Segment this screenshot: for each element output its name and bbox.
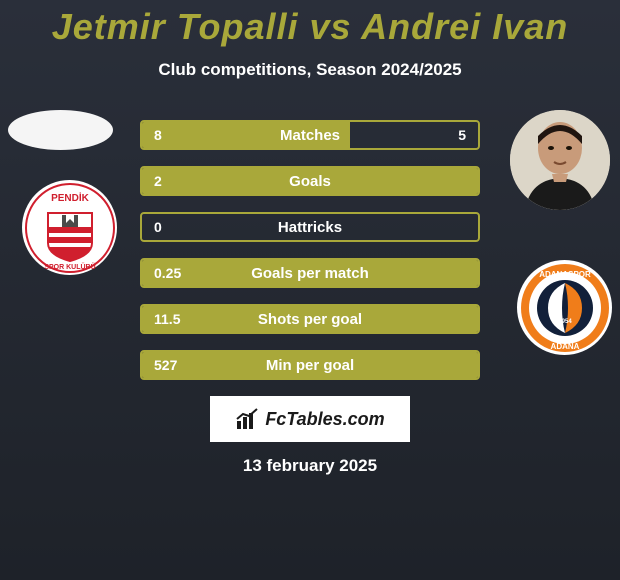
stats-list: 8Matches5 2Goals 0Hattricks 0.25Goals per m… (140, 120, 480, 380)
player-right-club-badge: ADANASPOR 1954 ADANA (517, 260, 612, 355)
stat-left-value: 0.25 (142, 265, 212, 281)
stat-row: 0.25Goals per match (140, 258, 480, 288)
stat-label: Hattricks (212, 219, 408, 236)
player-right-portrait-icon (510, 110, 610, 210)
page-title: Jetmir Topalli vs Andrei Ivan (0, 0, 620, 48)
date-label: 13 february 2025 (0, 456, 620, 476)
brand-box: FcTables.com (210, 396, 410, 442)
stat-label: Goals (212, 173, 408, 190)
stat-label: Goals per match (212, 265, 408, 282)
stat-left-value: 11.5 (142, 311, 212, 327)
svg-text:ADANA: ADANA (550, 342, 579, 351)
stat-label: Matches (212, 127, 408, 144)
brand-label: FcTables.com (265, 409, 384, 430)
player-left-avatar (8, 110, 113, 150)
comparison-panel: PENDİK SPOR KULÜBÜ ADANASPOR 1954 ADANA … (0, 120, 620, 476)
stat-right-value: 5 (408, 127, 478, 143)
svg-text:PENDİK: PENDİK (51, 191, 90, 204)
player-right-avatar (510, 110, 610, 210)
pendikspor-badge-icon: PENDİK SPOR KULÜBÜ (25, 183, 115, 273)
stat-row: 527Min per goal (140, 350, 480, 380)
svg-text:ADANASPOR: ADANASPOR (539, 270, 591, 279)
stat-row: 8Matches5 (140, 120, 480, 150)
svg-text:SPOR KULÜBÜ: SPOR KULÜBÜ (44, 262, 95, 271)
stat-label: Shots per goal (212, 311, 408, 328)
stat-row: 2Goals (140, 166, 480, 196)
adanaspor-badge-icon: ADANASPOR 1954 ADANA (520, 263, 610, 353)
stat-left-value: 2 (142, 173, 212, 189)
brand-chart-icon (235, 407, 259, 431)
stat-left-value: 8 (142, 127, 212, 143)
stat-row: 0Hattricks (140, 212, 480, 242)
stat-left-value: 0 (142, 219, 212, 235)
stat-left-value: 527 (142, 357, 212, 373)
stat-label: Min per goal (212, 357, 408, 374)
player-left-club-badge: PENDİK SPOR KULÜBÜ (22, 180, 117, 275)
subtitle: Club competitions, Season 2024/2025 (0, 60, 620, 80)
svg-text:1954: 1954 (558, 319, 572, 325)
stat-row: 11.5Shots per goal (140, 304, 480, 334)
